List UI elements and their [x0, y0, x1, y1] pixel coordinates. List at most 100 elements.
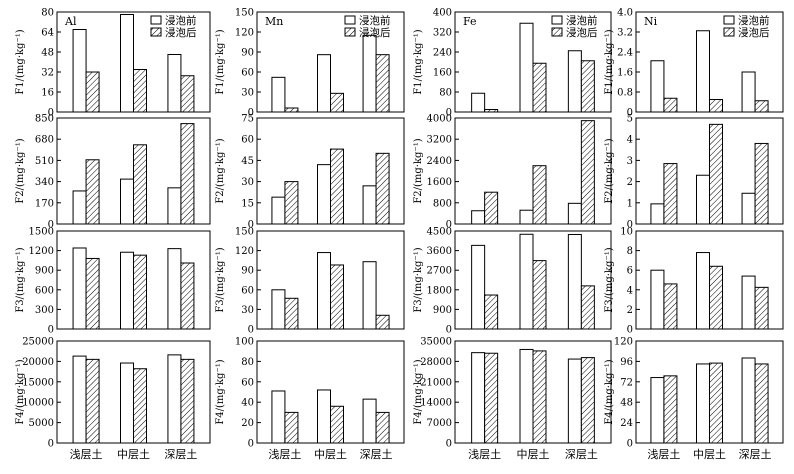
y-tick-label: 1 [627, 198, 633, 209]
bar-after-浅层土 [85, 159, 100, 225]
panel-F2-Al: 0 170 340 510 680 850 F2/(mg·kg⁻¹) [15, 114, 211, 231]
bar-before-中层土 [696, 30, 710, 113]
y-tick-label: 30 [241, 177, 254, 188]
bar-after-深层土 [580, 120, 595, 225]
bar-before-中层土 [519, 233, 534, 330]
y-axis-label: F2/(mg·kg⁻¹) [604, 138, 615, 203]
element-label: Al [64, 15, 77, 28]
bar-before-深层土 [362, 398, 377, 444]
y-tick-label: 15 [241, 198, 254, 209]
bar-before-中层土 [519, 348, 534, 444]
bar-before-中层土 [317, 54, 331, 113]
bar-after-中层土 [532, 350, 547, 444]
category-label: 中层土 [693, 448, 726, 461]
y-tick-label: 240 [433, 48, 452, 59]
legend-swatch-before [150, 15, 162, 25]
y-tick-label: 72 [620, 377, 633, 388]
y-tick-label: 4500 [427, 227, 452, 238]
y-tick-label: 6 [627, 266, 633, 277]
bar-before-浅层土 [471, 92, 486, 113]
legend-label-after: 浸泡后 [738, 26, 770, 39]
bar-after-中层土 [709, 123, 723, 225]
y-tick-label: 3200 [427, 135, 452, 146]
bar-before-浅层土 [271, 196, 286, 225]
bar-before-中层土 [120, 14, 134, 113]
bar-after-中层土 [330, 92, 344, 113]
y-tick-label: 0 [446, 325, 452, 336]
bar-after-深层土 [754, 100, 769, 113]
bar-after-深层土 [180, 123, 195, 225]
bar-after-深层土 [180, 75, 195, 113]
y-tick-label: 150 [235, 8, 254, 19]
category-label: 深层土 [164, 448, 197, 461]
y-tick-label: 0 [446, 439, 452, 450]
y-tick-label: 48 [620, 398, 633, 409]
y-tick-label: 0 [446, 220, 452, 231]
bar-before-中层土 [120, 362, 134, 444]
legend-swatch-after [344, 27, 356, 37]
bar-before-深层土 [362, 185, 377, 225]
bar-after-浅层土 [663, 283, 678, 330]
bar-before-中层土 [519, 22, 534, 113]
y-axis-label: F3/(mg·kg⁻¹) [215, 247, 226, 312]
category-label: 浅层土 [268, 448, 301, 461]
bar-before-浅层土 [271, 76, 286, 113]
panel-F4-Ni: 0 24 48 72 96 120 F4/(mg·kg⁻¹) 浅层土 中层土 深层土 [604, 337, 784, 461]
bar-after-浅层土 [484, 109, 499, 113]
bar-before-深层土 [741, 192, 756, 225]
y-tick-label: 510 [35, 156, 54, 167]
bar-after-浅层土 [284, 411, 299, 444]
bar-after-深层土 [754, 142, 769, 225]
element-label: Ni [644, 15, 658, 28]
bar-after-中层土 [330, 264, 344, 330]
bar-after-中层土 [532, 165, 547, 225]
y-axis-label: F4/(mg·kg⁻¹) [15, 359, 26, 424]
y-tick-label: 48 [41, 48, 54, 59]
y-tick-label: 900 [433, 305, 452, 316]
bar-after-中层土 [133, 144, 147, 225]
bar-before-浅层土 [271, 390, 286, 444]
y-tick-label: 2700 [427, 266, 452, 277]
element-label: Mn [265, 15, 283, 28]
panel-F3-Mn: 0 30 60 90 120 150 F3/(mg·kg⁻¹) [215, 227, 405, 336]
y-axis-label: F2/(mg·kg⁻¹) [15, 138, 26, 203]
y-tick-label: 96 [620, 357, 633, 368]
bar-before-深层土 [567, 358, 582, 444]
y-tick-label: 2 [627, 305, 633, 316]
y-tick-label: 28000 [420, 357, 452, 368]
bar-after-中层土 [709, 265, 723, 330]
bar-after-浅层土 [284, 297, 299, 330]
y-tick-label: 680 [35, 135, 54, 146]
category-label: 中层土 [517, 448, 550, 461]
category-label: 中层土 [117, 448, 150, 461]
bar-before-浅层土 [650, 203, 665, 225]
legend-label-before: 浸泡前 [165, 14, 197, 27]
y-tick-label: 64 [41, 28, 54, 39]
bar-before-深层土 [741, 357, 756, 444]
bar-before-深层土 [167, 354, 182, 444]
y-tick-label: 40 [241, 398, 254, 409]
y-tick-label: 340 [35, 177, 54, 188]
bar-before-浅层土 [650, 60, 665, 113]
bar-before-深层土 [741, 275, 756, 330]
y-tick-label: 0 [248, 108, 254, 119]
bar-before-浅层土 [72, 190, 87, 225]
y-tick-label: 80 [41, 8, 54, 19]
bar-before-浅层土 [471, 210, 486, 225]
y-tick-label: 5 [627, 114, 633, 125]
y-tick-label: 0 [48, 439, 54, 450]
legend-swatch-before [551, 15, 563, 25]
legend-label-before: 浸泡前 [566, 14, 598, 27]
y-tick-label: 0 [627, 220, 633, 231]
y-axis-label: F4/(mg·kg⁻¹) [413, 359, 424, 424]
y-tick-label: 150 [235, 227, 254, 238]
bar-before-浅层土 [650, 269, 665, 330]
category-label: 深层土 [565, 448, 598, 461]
bar-before-深层土 [167, 248, 182, 330]
y-tick-label: 32 [41, 68, 54, 79]
y-tick-label: 1200 [29, 246, 54, 257]
category-label: 深层土 [360, 448, 393, 461]
y-tick-label: 8 [627, 246, 633, 257]
